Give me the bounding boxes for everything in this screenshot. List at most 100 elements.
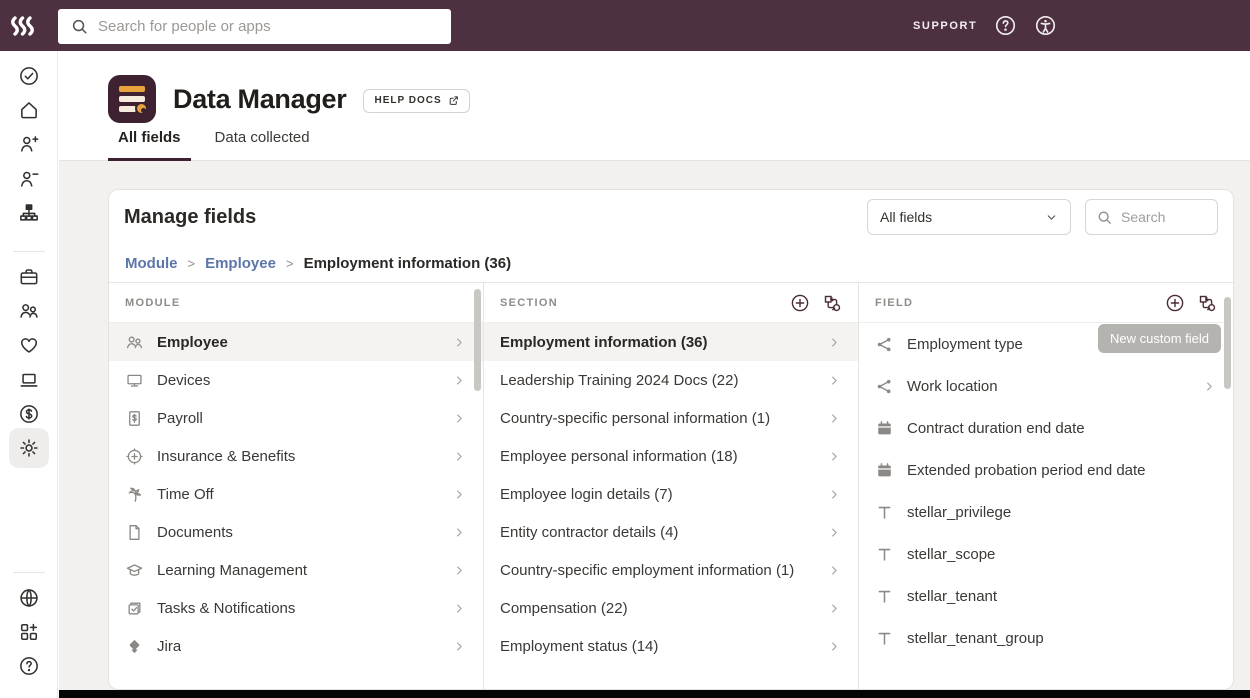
tab-data-collected[interactable]: Data collected: [214, 129, 310, 146]
chevron-right-icon: [1202, 379, 1217, 394]
chevron-right-icon: [452, 601, 467, 616]
sidebar-item-home[interactable]: [9, 90, 49, 130]
support-help-icon[interactable]: [994, 14, 1017, 37]
module-column-title: MODULE: [125, 296, 181, 309]
sidebar-divider: [13, 572, 45, 573]
support-link[interactable]: SUPPORT: [913, 19, 978, 32]
home-icon: [18, 99, 40, 121]
module-row[interactable]: Devices: [109, 361, 483, 399]
sidebar-item-check-circle[interactable]: [9, 56, 49, 96]
sidebar-item-people[interactable]: [9, 291, 49, 331]
sidebar-item-add-person[interactable]: [9, 124, 49, 164]
chevron-right-icon: [827, 373, 842, 388]
module-row-label: Payroll: [157, 409, 203, 427]
bottom-black-bar: [59, 690, 1250, 698]
module-row[interactable]: Tasks & Notifications: [109, 589, 483, 627]
global-search-input[interactable]: [98, 18, 439, 35]
help-docs-button[interactable]: HELP DOCS: [363, 88, 470, 113]
breadcrumb-link[interactable]: Module: [125, 254, 178, 272]
add-field-button[interactable]: [1165, 293, 1185, 313]
fields-filter-select[interactable]: All fields: [867, 199, 1071, 235]
field-column: FIELD New custom field Employment type Wo…: [858, 283, 1233, 689]
field-row[interactable]: Extended probation period end date: [859, 449, 1233, 491]
chevron-right-icon: [452, 487, 467, 502]
module-column: MODULE Employee Devices Payroll Insurance &…: [109, 283, 483, 689]
check-circle-icon: [18, 65, 40, 87]
fields-search-input[interactable]: [1121, 209, 1201, 225]
section-row[interactable]: Employment information (36): [484, 323, 858, 361]
section-row-label: Employee personal information (18): [500, 447, 738, 465]
field-row-label: Work location: [907, 377, 998, 395]
document-icon: [125, 523, 144, 542]
add-section-button[interactable]: [790, 293, 810, 313]
chevron-right-icon: [827, 487, 842, 502]
remove-person-icon: [18, 168, 40, 190]
section-row[interactable]: Employee personal information (18): [484, 437, 858, 475]
module-column-header: MODULE: [109, 283, 483, 323]
global-search: [58, 9, 451, 44]
sidebar-item-gear[interactable]: [9, 428, 49, 468]
module-scrollbar[interactable]: [474, 289, 481, 391]
section-row[interactable]: Leadership Training 2024 Docs (22): [484, 361, 858, 399]
field-row[interactable]: stellar_privilege: [859, 491, 1233, 533]
module-row[interactable]: Jira: [109, 627, 483, 665]
field-row[interactable]: stellar_tenant_group: [859, 617, 1233, 659]
add-person-icon: [18, 133, 40, 155]
module-row[interactable]: Learning Management: [109, 551, 483, 589]
sidebar-item-globe[interactable]: [9, 578, 49, 618]
chevron-right-icon: [827, 525, 842, 540]
chevron-right-icon: [452, 411, 467, 426]
section-row[interactable]: Employment status (14): [484, 627, 858, 665]
tab-all-fields[interactable]: All fields: [108, 129, 191, 161]
sidebar-item-org-chart[interactable]: [9, 193, 49, 233]
chevron-right-icon: [827, 639, 842, 654]
section-row-label: Leadership Training 2024 Docs (22): [500, 371, 739, 389]
chevron-right-icon: [452, 639, 467, 654]
field-row-label: Employment type: [907, 335, 1023, 353]
sidebar-item-laptop[interactable]: [9, 360, 49, 400]
chevron-right-icon: [827, 563, 842, 578]
external-link-icon: [448, 95, 459, 106]
module-row[interactable]: Employee: [109, 323, 483, 361]
section-row[interactable]: Country-specific personal information (1…: [484, 399, 858, 437]
sidebar-item-briefcase[interactable]: [9, 257, 49, 297]
section-row[interactable]: Compensation (22): [484, 589, 858, 627]
help-docs-label: HELP DOCS: [374, 95, 442, 106]
field-scrollbar[interactable]: [1224, 297, 1231, 389]
section-row[interactable]: Employee login details (7): [484, 475, 858, 513]
module-row-label: Learning Management: [157, 561, 308, 579]
field-row-label: stellar_privilege: [907, 503, 1012, 521]
breadcrumb-link[interactable]: Employee: [205, 254, 276, 272]
section-row[interactable]: Entity contractor details (4): [484, 513, 858, 551]
field-row[interactable]: stellar_tenant: [859, 575, 1233, 617]
module-row[interactable]: Payroll: [109, 399, 483, 437]
sidebar-item-help-circle[interactable]: [9, 646, 49, 686]
org-chart-icon: [18, 202, 40, 224]
page-header: Data Manager HELP DOCS All fields Data c…: [59, 51, 1250, 161]
chevron-right-icon: [452, 373, 467, 388]
section-row[interactable]: Country-specific employment information …: [484, 551, 858, 589]
sidebar-item-remove-person[interactable]: [9, 159, 49, 199]
accessibility-icon[interactable]: [1034, 14, 1057, 37]
help-circle-icon: [18, 655, 40, 677]
columns: MODULE Employee Devices Payroll Insurance &…: [109, 282, 1233, 689]
section-workflow-button[interactable]: [822, 293, 842, 313]
main-area: Data Manager HELP DOCS All fields Data c…: [59, 51, 1250, 698]
rippling-logo-icon[interactable]: [9, 10, 41, 42]
field-row[interactable]: stellar_scope: [859, 533, 1233, 575]
tab-bar: All fields Data collected: [108, 129, 320, 161]
sidebar-item-heart[interactable]: [9, 325, 49, 365]
sidebar-item-dollar-circle[interactable]: [9, 394, 49, 434]
chevron-down-icon: [1045, 211, 1058, 224]
module-row[interactable]: Documents: [109, 513, 483, 551]
sidebar-item-apps[interactable]: [9, 612, 49, 652]
section-row-label: Employee login details (7): [500, 485, 673, 503]
topbar: SUPPORT: [0, 0, 1250, 51]
field-row[interactable]: Work location: [859, 365, 1233, 407]
module-row[interactable]: Insurance & Benefits: [109, 437, 483, 475]
module-row[interactable]: Time Off: [109, 475, 483, 513]
field-row[interactable]: Contract duration end date: [859, 407, 1233, 449]
data-manager-app-icon: [108, 75, 156, 123]
field-workflow-button[interactable]: [1197, 293, 1217, 313]
module-row-label: Documents: [157, 523, 233, 541]
